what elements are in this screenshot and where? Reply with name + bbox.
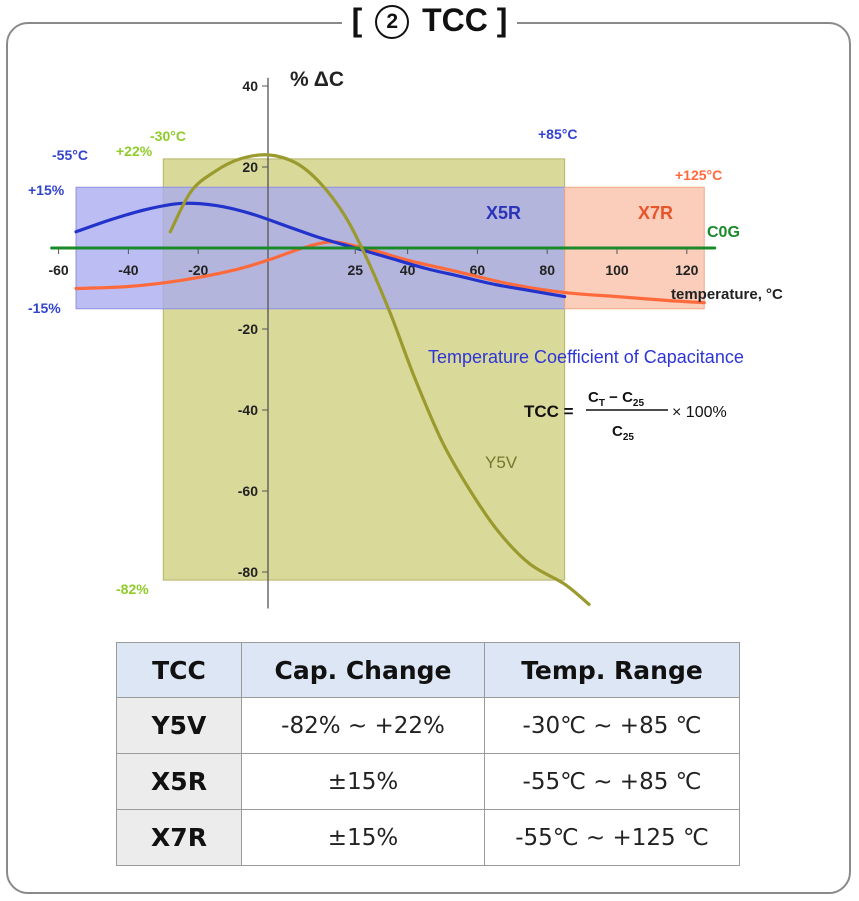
table-cell-tcc: X5R (116, 753, 242, 810)
x-tick-label: 80 (539, 262, 555, 278)
table-cell-cap-change: -82% ~ +22% (241, 697, 485, 754)
title-bar: [ 2 TCC ] (0, 0, 859, 40)
label-x5r-right: +85°C (538, 126, 577, 142)
table-cell-temp-range: -55℃ ~ +85 ℃ (484, 753, 740, 810)
formula-ct-sub: T (599, 398, 605, 409)
label-y5v-top: +22% (116, 143, 153, 159)
table-header-tcc: TCC (116, 642, 242, 698)
label-minus-15: -15% (28, 300, 61, 316)
y-tick-label: -40 (238, 402, 258, 418)
x-tick-label: -20 (188, 262, 208, 278)
y-tick-label: 20 (242, 159, 258, 175)
x-tick-label: 100 (605, 262, 629, 278)
formula-numerator: CT − C25 (588, 389, 644, 409)
table-row: X7R ±15% -55℃ ~ +125 ℃ (116, 809, 740, 866)
table-cell-tcc: X7R (116, 809, 242, 866)
formula-denominator: C25 (612, 423, 634, 443)
table-header-temp-range: Temp. Range (484, 642, 740, 698)
series-line-x5r (74, 201, 567, 299)
series-line-y5v (168, 153, 591, 606)
y-tick-label: -80 (238, 564, 258, 580)
formula-c25: C (622, 389, 633, 406)
table-header-cap-change: Cap. Change (241, 642, 485, 698)
table-header-row: TCC Cap. Change Temp. Range (116, 642, 740, 698)
page-title: [ 2 TCC ] (341, 0, 518, 40)
x-tick-label: -60 (48, 262, 68, 278)
table-cell-temp-range: -55℃ ~ +125 ℃ (484, 809, 740, 866)
x-tick-label: 120 (675, 262, 699, 278)
table-row: X5R ±15% -55℃ ~ +85 ℃ (116, 753, 740, 810)
series-layer (50, 153, 717, 606)
label-x5r: X5R (486, 203, 521, 223)
y-axis-label: % ΔC (290, 68, 344, 91)
label-y5v-bottom: -82% (116, 581, 149, 597)
table-row: Y5V -82% ~ +22% -30℃ ~ +85 ℃ (116, 697, 740, 754)
table-cell-temp-range: -30℃ ~ +85 ℃ (484, 697, 740, 754)
label-layer: X5R X7R C0G Y5V -30°C+22% -82% -55°C +85°C +125°… (28, 126, 740, 597)
table-cell-cap-change: ±15% (241, 753, 485, 810)
formula-lhs: TCC = (524, 402, 574, 421)
title-text: TCC ] (422, 2, 508, 38)
label-x7r-right: +125°C (675, 167, 722, 183)
y-tick-label: -20 (238, 321, 258, 337)
title-bracket: [ (351, 2, 363, 38)
label-x5r-left: -55°C (52, 147, 88, 163)
label-y5v: Y5V (485, 453, 518, 472)
x-axis-label: temperature, °C (671, 286, 783, 303)
tcc-heading: Temperature Coefficient of Capacitance (428, 347, 744, 367)
tcc-formula: TCC = CT − C25 C25 × 100% (524, 389, 727, 443)
label-plus-15: +15% (28, 182, 65, 198)
formula-den-c: C (612, 423, 623, 440)
title-number-circle: 2 (375, 5, 410, 39)
x-tick-label: -40 (118, 262, 138, 278)
formula-den-sub: 25 (623, 432, 635, 443)
label-x7r: X7R (638, 203, 673, 223)
label-c0g: C0G (707, 224, 740, 241)
formula-minus: − (605, 389, 622, 406)
tcc-table: TCC Cap. Change Temp. Range Y5V -82% ~ +… (116, 642, 740, 866)
formula-ct: C (588, 389, 599, 406)
x-tick-label: 25 (347, 262, 363, 278)
label-y5v-left: -30°C (150, 128, 186, 144)
y-tick-label: -60 (238, 483, 258, 499)
table-cell-tcc: Y5V (116, 697, 242, 754)
formula-times: × 100% (672, 404, 727, 421)
formula-c25-sub: 25 (633, 398, 645, 409)
region-layer (75, 158, 705, 581)
y-tick-label: 40 (242, 78, 258, 94)
table-cell-cap-change: ±15% (241, 809, 485, 866)
